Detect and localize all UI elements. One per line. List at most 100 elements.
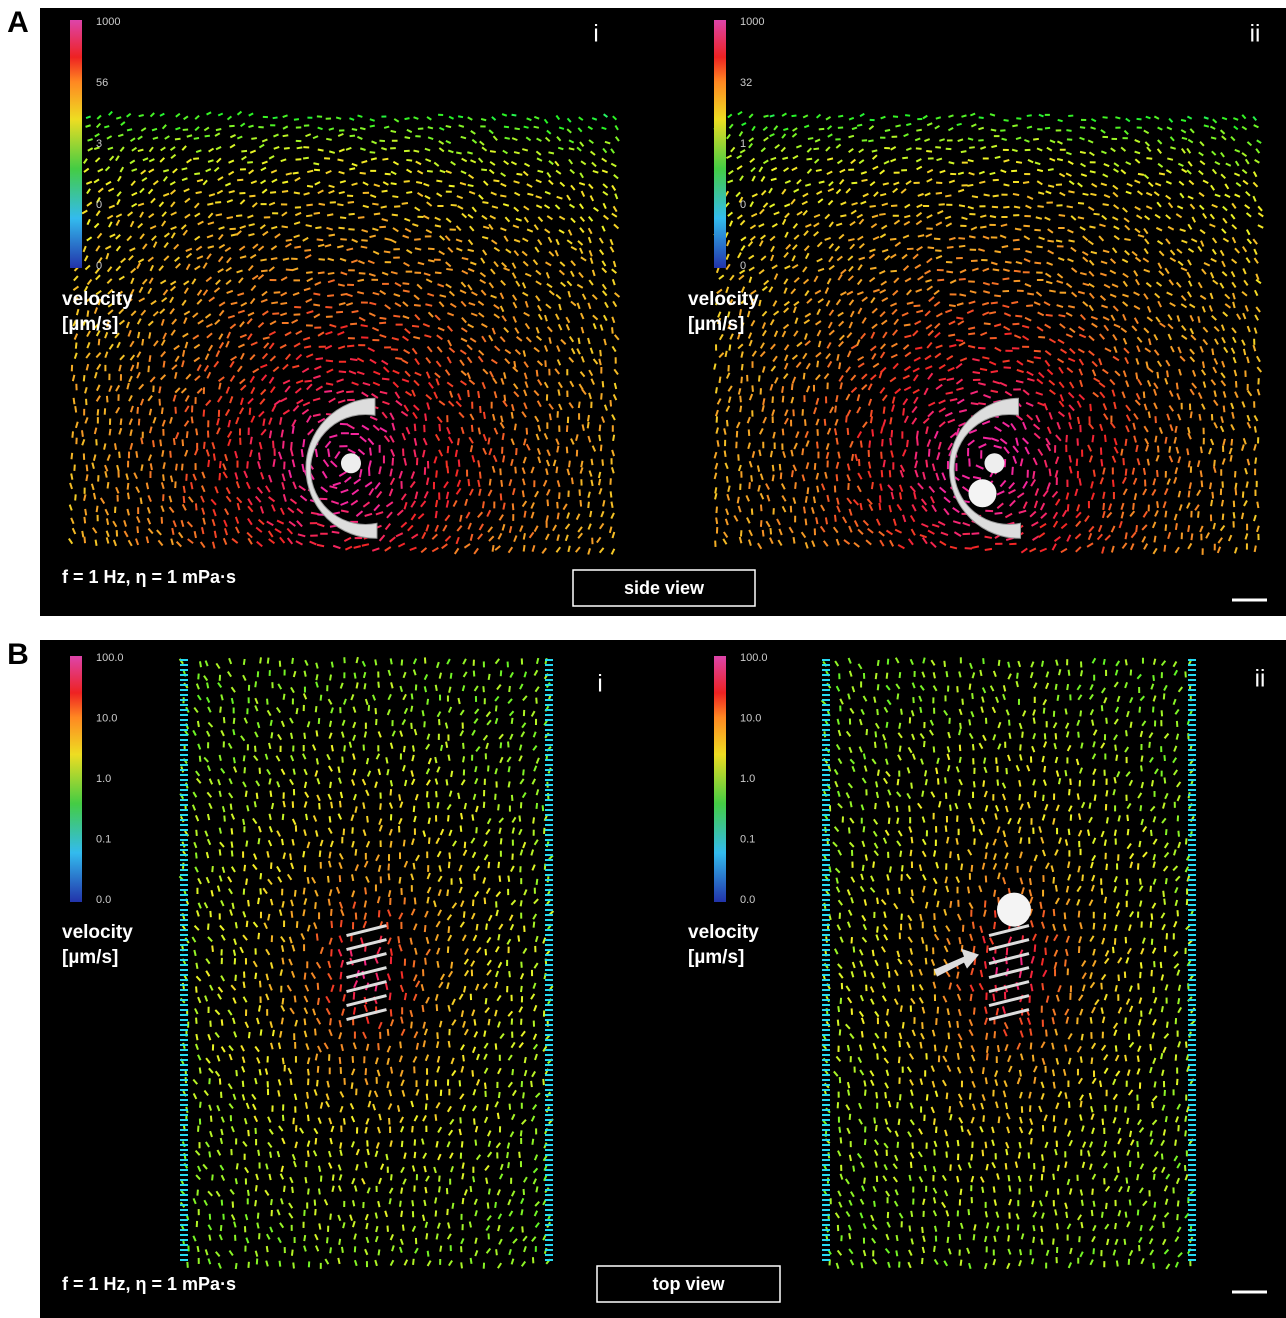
flow-arrow bbox=[989, 312, 996, 313]
flow-arrow bbox=[390, 789, 391, 795]
flow-arrow bbox=[99, 339, 100, 345]
flow-arrow bbox=[1121, 449, 1122, 456]
flow-arrow bbox=[515, 424, 516, 431]
flow-arrow bbox=[196, 853, 197, 859]
flow-arrow bbox=[868, 140, 873, 141]
flow-arrow bbox=[331, 909, 332, 916]
flow-arrow bbox=[1164, 545, 1165, 552]
flow-arrow bbox=[869, 441, 870, 448]
flow-arrow bbox=[929, 449, 930, 457]
flow-arrow bbox=[881, 452, 882, 459]
flow-arrow bbox=[601, 445, 602, 451]
flow-arrow bbox=[108, 482, 109, 488]
flow-arrow bbox=[1016, 138, 1021, 139]
flow-arrow bbox=[282, 182, 288, 183]
flow-arrow bbox=[317, 934, 318, 941]
flow-arrow bbox=[759, 375, 760, 381]
flow-arrow bbox=[271, 732, 272, 738]
flow-arrow bbox=[1000, 130, 1005, 131]
flow-arrow bbox=[458, 116, 463, 117]
flow-arrow bbox=[360, 128, 365, 129]
flow-arrow bbox=[486, 998, 487, 1004]
flow-arrow bbox=[499, 875, 500, 881]
flow-arrow bbox=[870, 206, 876, 207]
flow-arrow bbox=[294, 247, 301, 248]
flow-arrow bbox=[404, 746, 405, 752]
flow-arrow bbox=[216, 214, 222, 215]
flow-arrow bbox=[387, 922, 388, 929]
flow-arrow bbox=[391, 948, 392, 955]
flow-arrow bbox=[75, 494, 76, 500]
flow-arrow bbox=[389, 873, 390, 880]
flow-arrow bbox=[816, 517, 817, 524]
flow-arrow bbox=[482, 202, 488, 203]
flow-arrow bbox=[85, 509, 86, 515]
flow-arrow bbox=[392, 215, 398, 216]
flow-arrow bbox=[446, 269, 453, 270]
flow-arrow bbox=[478, 460, 479, 467]
flow-arrow bbox=[503, 503, 504, 510]
flow-arrow bbox=[413, 745, 414, 751]
flow-arrow bbox=[269, 778, 270, 784]
flow-arrow bbox=[613, 435, 614, 441]
flow-arrow bbox=[371, 158, 377, 159]
flow-arrow bbox=[307, 186, 313, 187]
flow-arrow bbox=[304, 733, 305, 739]
flow-arrow bbox=[291, 911, 292, 918]
flow-arrow bbox=[315, 227, 321, 228]
flow-arrow bbox=[280, 303, 287, 304]
flow-arrow bbox=[1146, 158, 1152, 159]
flow-arrow bbox=[513, 503, 514, 510]
figure: A100056300velocity[µm/s]i100032100veloci… bbox=[0, 0, 1286, 1318]
flow-arrow bbox=[1094, 214, 1100, 215]
flow-arrow bbox=[425, 925, 426, 932]
flow-arrow bbox=[752, 385, 753, 391]
flow-arrow bbox=[283, 258, 289, 259]
flow-arrow bbox=[1124, 239, 1130, 240]
flow-arrow bbox=[313, 305, 320, 306]
flow-arrow bbox=[509, 766, 510, 772]
flow-arrow bbox=[341, 920, 342, 927]
flow-arrow bbox=[232, 698, 233, 704]
flow-arrow bbox=[318, 983, 319, 990]
flow-arrow bbox=[518, 935, 519, 941]
flow-arrow bbox=[1049, 469, 1050, 477]
flow-arrow bbox=[137, 362, 138, 369]
flow-arrow bbox=[995, 513, 1003, 514]
flow-arrow bbox=[269, 743, 270, 749]
flow-arrow bbox=[414, 806, 415, 812]
flow-arrow bbox=[96, 540, 97, 546]
flow-arrow bbox=[1191, 533, 1192, 540]
flow-arrow bbox=[1175, 426, 1176, 433]
flow-arrow bbox=[414, 305, 421, 306]
flow-arrow bbox=[610, 400, 611, 407]
flow-arrow bbox=[271, 720, 272, 726]
flow-arrow bbox=[247, 921, 248, 927]
flow-arrow bbox=[194, 138, 199, 139]
flow-arrow bbox=[307, 171, 313, 172]
flow-arrow bbox=[1011, 302, 1018, 303]
flow-arrow bbox=[391, 183, 397, 184]
flow-arrow bbox=[918, 235, 924, 236]
flow-arrow bbox=[436, 181, 442, 182]
flow-arrow bbox=[360, 173, 366, 174]
flow-arrow bbox=[959, 205, 965, 206]
flow-arrow bbox=[150, 409, 151, 415]
flow-arrow bbox=[255, 681, 256, 687]
flow-arrow bbox=[475, 766, 476, 772]
flow-arrow bbox=[437, 1004, 438, 1011]
flow-arrow bbox=[579, 402, 580, 408]
flow-arrow bbox=[159, 386, 160, 393]
flow-arrow bbox=[411, 723, 412, 729]
flow-arrow bbox=[128, 483, 129, 490]
flow-arrow bbox=[872, 150, 877, 151]
flow-arrow bbox=[257, 793, 258, 799]
flow-arrow bbox=[848, 428, 849, 435]
flow-arrow bbox=[515, 467, 516, 474]
flow-arrow bbox=[306, 814, 307, 820]
flow-arrow bbox=[153, 137, 158, 138]
flow-arrow bbox=[406, 160, 412, 161]
flow-arrow bbox=[1103, 204, 1109, 205]
colorbar-title: velocity bbox=[688, 289, 759, 310]
flow-arrow bbox=[724, 428, 725, 434]
